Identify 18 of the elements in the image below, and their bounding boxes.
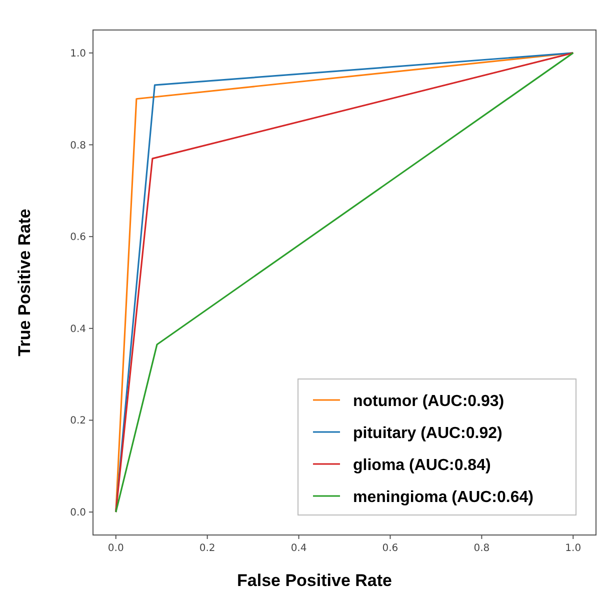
x-tick-label: 0.0 bbox=[108, 543, 124, 554]
y-tick-label: 0.2 bbox=[70, 416, 86, 427]
x-tick-label: 1.0 bbox=[565, 543, 582, 554]
y-tick-label: 0.0 bbox=[70, 508, 86, 519]
x-tick-label: 0.6 bbox=[382, 543, 398, 554]
legend-label: glioma (AUC:0.84) bbox=[353, 457, 491, 474]
y-tick-label: 1.0 bbox=[70, 48, 86, 60]
y-axis-title: True Positive Rate bbox=[15, 208, 34, 356]
x-tick-label: 0.2 bbox=[199, 543, 216, 554]
legend-label: notumor (AUC:0.93) bbox=[353, 393, 504, 410]
y-tick-label: 0.8 bbox=[70, 140, 86, 152]
x-tick-label: 0.8 bbox=[474, 543, 490, 554]
x-tick-label: 0.4 bbox=[290, 543, 307, 554]
legend-label: meningioma (AUC:0.64) bbox=[353, 489, 534, 506]
y-tick-label: 0.6 bbox=[70, 232, 86, 244]
x-axis-title: False Positive Rate bbox=[237, 571, 392, 590]
y-tick-label: 0.4 bbox=[70, 324, 86, 335]
legend-label: pituitary (AUC:0.92) bbox=[353, 425, 502, 442]
